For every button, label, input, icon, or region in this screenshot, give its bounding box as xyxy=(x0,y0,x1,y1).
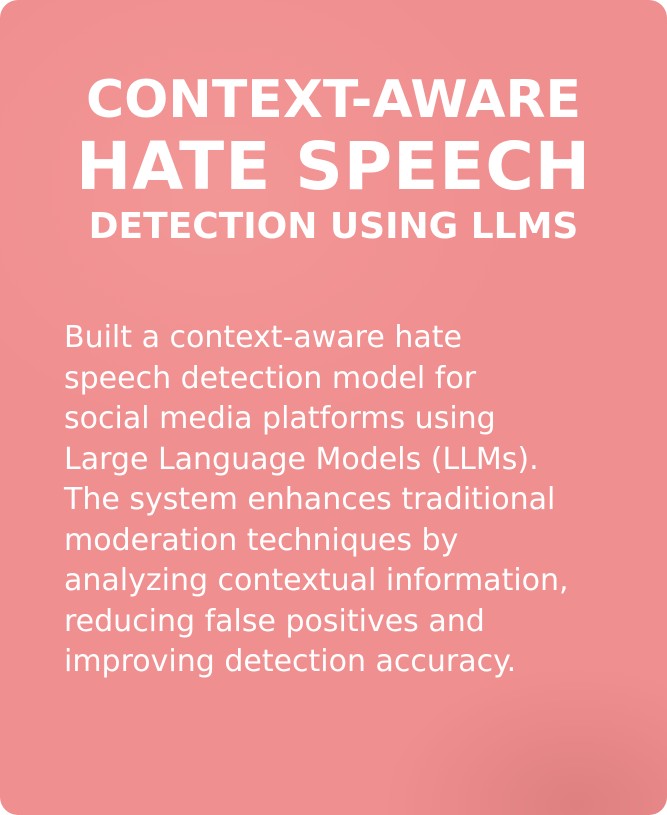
description-line: Built a context-aware hate xyxy=(64,320,462,355)
description-line: speech detection model for xyxy=(64,360,477,396)
project-title: CONTEXT-AWARE HATE SPEECH DETECTION USIN… xyxy=(0,70,667,250)
description-line: Large Language Models (LLMs). xyxy=(64,441,539,477)
description-line: The system enhances traditional xyxy=(64,482,556,517)
description-line: improving detection accuracy. xyxy=(64,644,517,679)
description-line: reducing false positives and xyxy=(64,603,485,639)
title-line-3: DETECTION USING LLMS xyxy=(88,206,579,247)
description-line: analyzing contextual information, xyxy=(64,563,569,598)
description-line: moderation techniques by xyxy=(64,522,459,558)
description-line: social media platforms using xyxy=(64,401,496,436)
title-line-1: CONTEXT-AWARE xyxy=(85,70,582,130)
project-description: Built a context-aware hate speech detect… xyxy=(64,318,624,683)
title-line-2: HATE SPEECH xyxy=(75,128,592,205)
